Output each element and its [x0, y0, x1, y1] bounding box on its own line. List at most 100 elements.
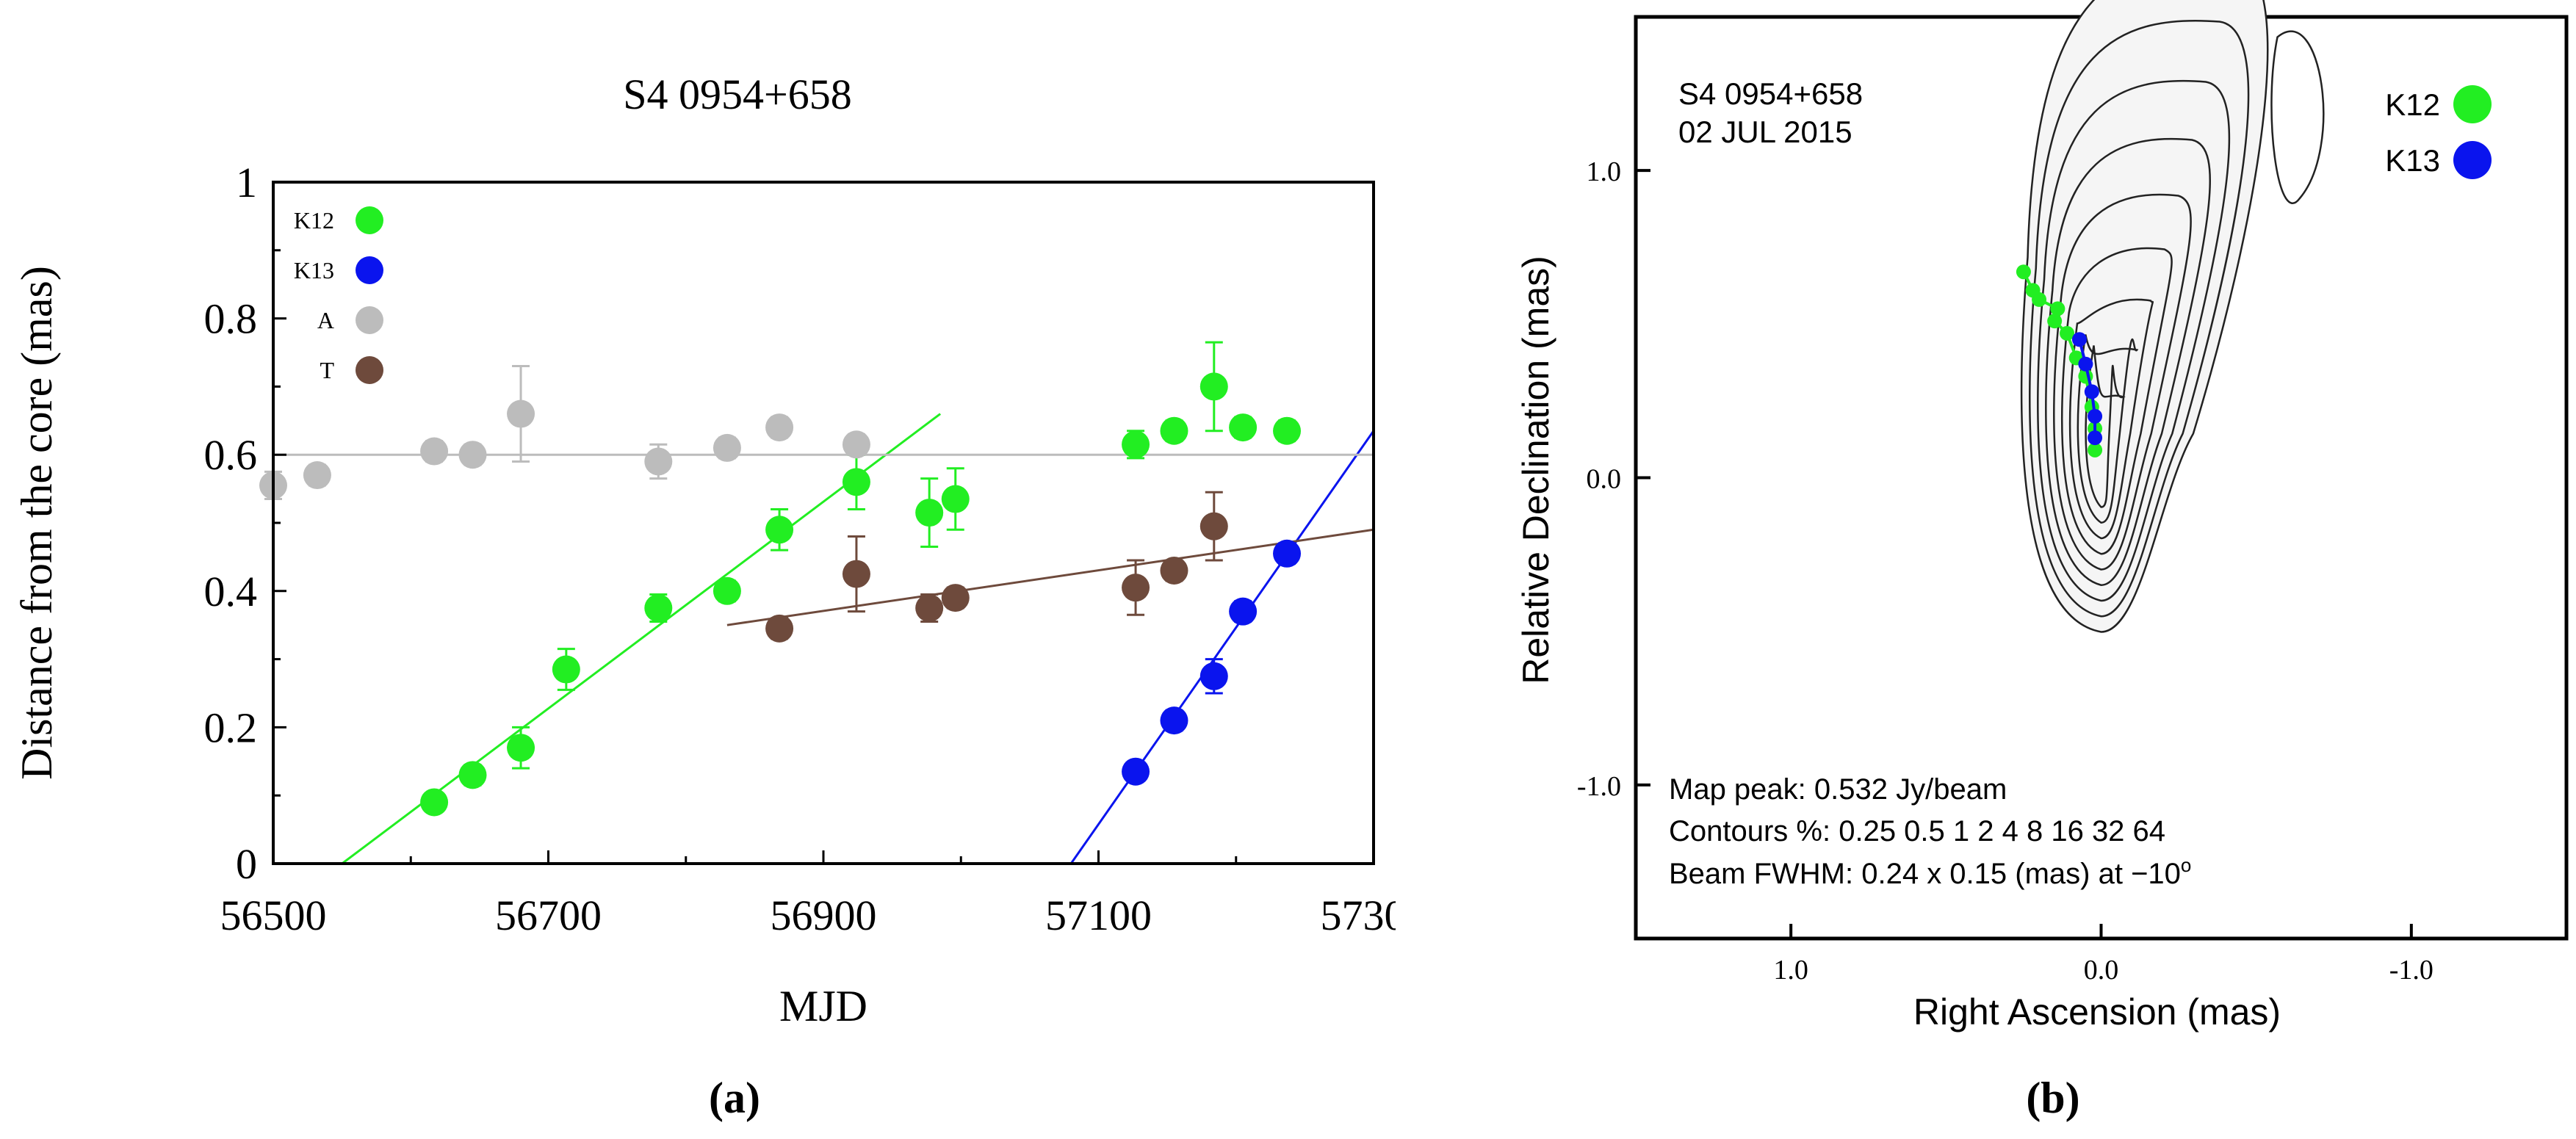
position-k12: [2088, 442, 2103, 458]
contour-line: [2053, 193, 2192, 571]
point-a: [765, 413, 794, 442]
y-tick-label: 1.0: [1587, 156, 1622, 187]
point-a: [420, 437, 449, 466]
trajectory-k13: [2077, 339, 2097, 438]
legend-label-t: T: [320, 357, 334, 383]
point-t: [1122, 574, 1150, 602]
position-k13: [2088, 430, 2103, 446]
chart-b-contour-levels: Contours %: 0.25 0.5 1 2 4 8 16 32 64: [1669, 815, 2165, 847]
point-k12: [644, 594, 673, 622]
chart-b-degree-sign: o: [2181, 854, 2191, 876]
legend-label-k12: K12: [2385, 87, 2440, 122]
fit-line-t: [726, 528, 1374, 626]
contour-line: [2060, 247, 2173, 555]
position-k12: [2032, 292, 2047, 307]
legend-label-k12: K12: [294, 207, 334, 234]
point-k12: [712, 576, 741, 605]
y-tick-label: 0.6: [204, 431, 258, 479]
point-k13: [1199, 662, 1228, 690]
chart-b-source-name: S4 0954+658: [1678, 76, 1863, 111]
point-a: [303, 461, 331, 490]
contour-line: [2085, 345, 2126, 508]
point-t: [1199, 512, 1228, 540]
chart-b-x-axis-label: Right Ascension (mas): [1913, 991, 2281, 1033]
point-k13: [1122, 757, 1150, 786]
chart-b-y-axis-label: Relative Declination (mas): [1515, 256, 1556, 684]
contour-line: [2270, 30, 2325, 205]
point-k12: [941, 485, 970, 513]
point-a: [712, 433, 741, 462]
y-tick-label: 0: [236, 840, 257, 888]
legend-marker-k13: [356, 256, 383, 284]
position-k12: [2025, 283, 2041, 298]
position-k13: [2071, 332, 2087, 347]
legend-marker-t: [356, 356, 383, 384]
legend-label-k13: K13: [294, 257, 334, 283]
position-k13: [2084, 384, 2099, 399]
point-a: [842, 430, 870, 459]
fit-line-k12: [341, 413, 942, 864]
y-tick-label: 0.8: [204, 295, 258, 343]
position-k12: [2078, 369, 2093, 384]
point-t: [941, 584, 970, 612]
fit-line-k13: [1069, 430, 1374, 864]
point-k12: [420, 788, 449, 817]
contour-line: [2029, 19, 2250, 618]
point-k12: [1199, 372, 1228, 401]
contour-line: [2037, 79, 2231, 602]
position-k13: [2078, 356, 2093, 372]
point-k12: [1229, 413, 1258, 442]
position-k12: [2084, 399, 2099, 415]
point-k12: [1160, 416, 1188, 445]
point-k13: [1273, 539, 1302, 568]
point-k13: [1160, 706, 1188, 735]
x-tick-label: 56500: [220, 892, 327, 939]
x-tick-label: 0.0: [2084, 955, 2119, 986]
point-a: [644, 447, 673, 476]
core-brightness: [2068, 371, 2134, 548]
point-a: [458, 441, 487, 469]
legend-marker-a: [356, 306, 383, 334]
chart-b-map-frame: [1634, 15, 2569, 941]
point-t: [842, 560, 870, 588]
chart-b-panel-label: (b): [2026, 1074, 2079, 1122]
point-t: [765, 614, 794, 643]
legend-marker-k12: [2453, 85, 2492, 123]
chart-a-legend: K12 K13 AT: [294, 206, 383, 384]
point-k12: [552, 655, 580, 684]
chart-b-beam-fwhm: Beam FWHM: 0.24 x 0.15 (mas) at −10o: [1669, 854, 2191, 890]
chart-a-title: S4 0954+658: [623, 70, 851, 118]
point-k12: [1273, 416, 1302, 445]
legend-marker-k13: [2453, 141, 2492, 179]
contour-line: [2068, 298, 2154, 540]
contour-line: [2077, 334, 2139, 524]
chart-b-map-peak: Map peak: 0.532 Jy/beam: [1669, 773, 2007, 806]
point-k12: [507, 734, 535, 762]
point-t: [1160, 556, 1188, 585]
chart-a-y-axis-label: Distance from the core (mas): [12, 266, 61, 780]
legend-marker-k12: [356, 206, 383, 234]
trajectory-k12: [2022, 271, 2097, 450]
contour-line: [2045, 137, 2212, 587]
contour-line: [2021, 0, 2269, 633]
position-k12: [2016, 264, 2031, 280]
chart-a-panel-label: (a): [709, 1074, 760, 1122]
y-tick-label: -1.0: [1577, 771, 1621, 802]
legend-label-k13: K13: [2385, 143, 2440, 178]
position-k12: [2047, 314, 2063, 329]
x-tick-label: -1.0: [2389, 955, 2434, 986]
position-k12: [2050, 301, 2066, 317]
legend-label-a: A: [317, 307, 334, 333]
position-k12: [2088, 421, 2103, 436]
y-tick-label: 0.0: [1587, 464, 1622, 495]
y-tick-label: 0.4: [204, 568, 258, 615]
y-tick-label: 1: [236, 159, 257, 206]
x-tick-label: 56900: [771, 892, 877, 939]
x-tick-label: 57100: [1045, 892, 1152, 939]
point-a: [507, 399, 535, 428]
y-tick-label: 0.2: [204, 704, 258, 751]
position-k12: [2068, 350, 2084, 366]
x-tick-label: 56700: [495, 892, 602, 939]
